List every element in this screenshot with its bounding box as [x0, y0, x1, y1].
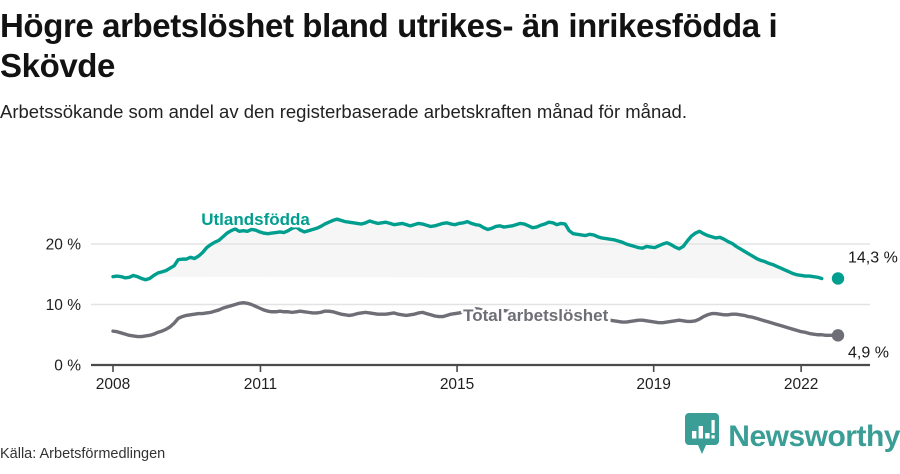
y-axis-tick-label: 20 % [46, 237, 82, 254]
brand-name: Newsworthy [728, 419, 900, 453]
series-line [111, 300, 840, 339]
series-end-value-label: 4,9 % [848, 344, 889, 361]
page-title: Högre arbetslöshet bland utrikes- än inr… [0, 7, 778, 85]
series-end-value-labels: 14,3 % 4,9 % [848, 249, 898, 361]
series-end-marker [831, 272, 845, 285]
gridlines [91, 243, 870, 306]
series-label-halo: Utlandsfödda [201, 210, 310, 229]
x-axis-tick-label: 2011 [244, 376, 277, 393]
page-subtitle: Arbetssökande som andel av den registerb… [0, 100, 687, 122]
y-axis-tick-label: 0 % [54, 358, 81, 375]
x-axis [91, 363, 870, 372]
source-note: Källa: Arbetsförmedlingen [0, 446, 166, 462]
series-band-fill [113, 219, 822, 280]
series-lines [111, 217, 840, 339]
x-axis-tick-label: 2019 [636, 376, 670, 393]
series-label: Utlandsfödda [201, 210, 310, 229]
line-chart: 0 % 10 % 20 % 2008 2011 2015 2019 2022 Utlands… [46, 208, 898, 393]
chart-footer: Källa: Arbetsförmedlingen Newsworthy [0, 412, 900, 474]
bar-chart-pin-icon [685, 413, 720, 460]
series-line [111, 217, 824, 282]
y-axis-tick-label: 10 % [46, 297, 82, 314]
chart-container: 0 % 10 % 20 % 2008 2011 2015 2019 2022 Utlands… [0, 188, 900, 400]
series-end-markers [831, 272, 845, 342]
x-axis-tick-label: 2022 [784, 376, 818, 393]
x-axis-labels: 2008 2011 2015 2019 2022 [96, 376, 819, 393]
chart-header: Högre arbetslöshet bland utrikes- än inr… [0, 0, 900, 124]
series-label: Total arbetslöshet [463, 306, 608, 325]
x-axis-tick-label: 2008 [96, 376, 130, 393]
brand-logo: Newsworthy [685, 413, 900, 460]
y-axis-labels: 0 % 10 % 20 % [46, 237, 82, 375]
x-axis-tick-label: 2015 [440, 376, 474, 393]
series-end-marker [831, 329, 845, 342]
series-end-value-label: 14,3 % [848, 249, 898, 266]
series-label-halo: Total arbetslöshet [463, 306, 608, 325]
